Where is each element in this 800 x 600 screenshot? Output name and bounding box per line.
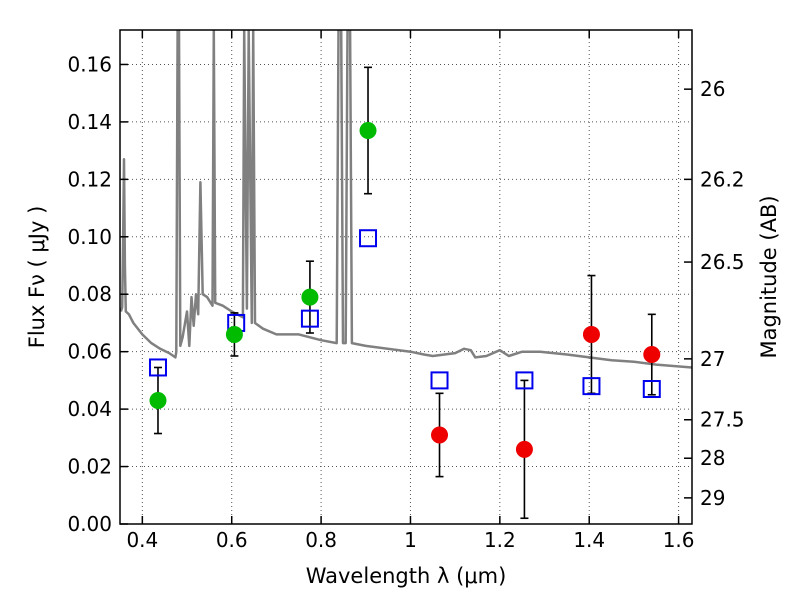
x-tick-label: 1: [404, 528, 417, 552]
data-point: [149, 392, 167, 409]
y-tick-label: 0.10: [67, 225, 112, 249]
data-point: [643, 346, 661, 364]
x-tick-label: 1.4: [573, 528, 605, 552]
x-tick-label: 1.2: [484, 528, 516, 552]
right-tick-label: 27.5: [700, 408, 745, 432]
model-square-marker: [642, 380, 661, 399]
x-tick-label: 1.6: [663, 528, 695, 552]
x-axis-label: Wavelength λ (μm): [306, 564, 507, 588]
model-square-marker: [359, 229, 378, 248]
right-tick-label: 26.2: [700, 167, 745, 191]
right-tick-label: 28: [700, 446, 725, 470]
model-square-marker: [582, 377, 601, 396]
data-point: [582, 325, 600, 343]
y-tick-label: 0.16: [67, 52, 112, 76]
data-markers: [148, 122, 661, 458]
sed-curve: [120, 30, 692, 369]
plot-frame: [119, 29, 693, 525]
right-tick-label: 26: [700, 77, 725, 101]
data-point: [301, 288, 319, 306]
grid: [120, 30, 692, 524]
y-tick-label: 0.14: [67, 110, 112, 134]
data-point: [359, 122, 377, 140]
model-square-marker: [515, 371, 534, 390]
x-tick-label: 0.8: [305, 528, 337, 552]
y-tick-label: 0.00: [67, 512, 112, 536]
model-square-marker: [430, 371, 449, 390]
right-tick-label: 29: [700, 486, 725, 510]
sed-line: [120, 30, 692, 369]
right-tick-label: 26.5: [700, 250, 745, 274]
model-square-marker: [300, 309, 319, 328]
y-tick-label: 0.04: [67, 397, 112, 421]
x-tick-label: 0.6: [216, 528, 248, 552]
y-tick-label: 0.06: [67, 340, 112, 364]
right-tick-label: 27: [700, 347, 725, 371]
model-square-marker: [148, 358, 167, 377]
x-tick-label: 0.4: [126, 528, 158, 552]
data-point: [515, 440, 533, 458]
y-tick-label: 0.12: [67, 167, 112, 191]
y-tick-label: 0.02: [67, 455, 112, 479]
axis-ticks: 0.4 0.6 0.8 1 1.2 1.4 1.6 0.00 0.02 0.04 0.06 0.08 0…: [67, 30, 745, 552]
y-tick-label: 0.08: [67, 282, 112, 306]
y-axis-right-label: Magnitude (AB): [757, 195, 781, 358]
y-axis-label: Flux Fν ( μJy ): [25, 206, 49, 349]
data-point: [225, 325, 243, 343]
data-point: [431, 426, 449, 444]
